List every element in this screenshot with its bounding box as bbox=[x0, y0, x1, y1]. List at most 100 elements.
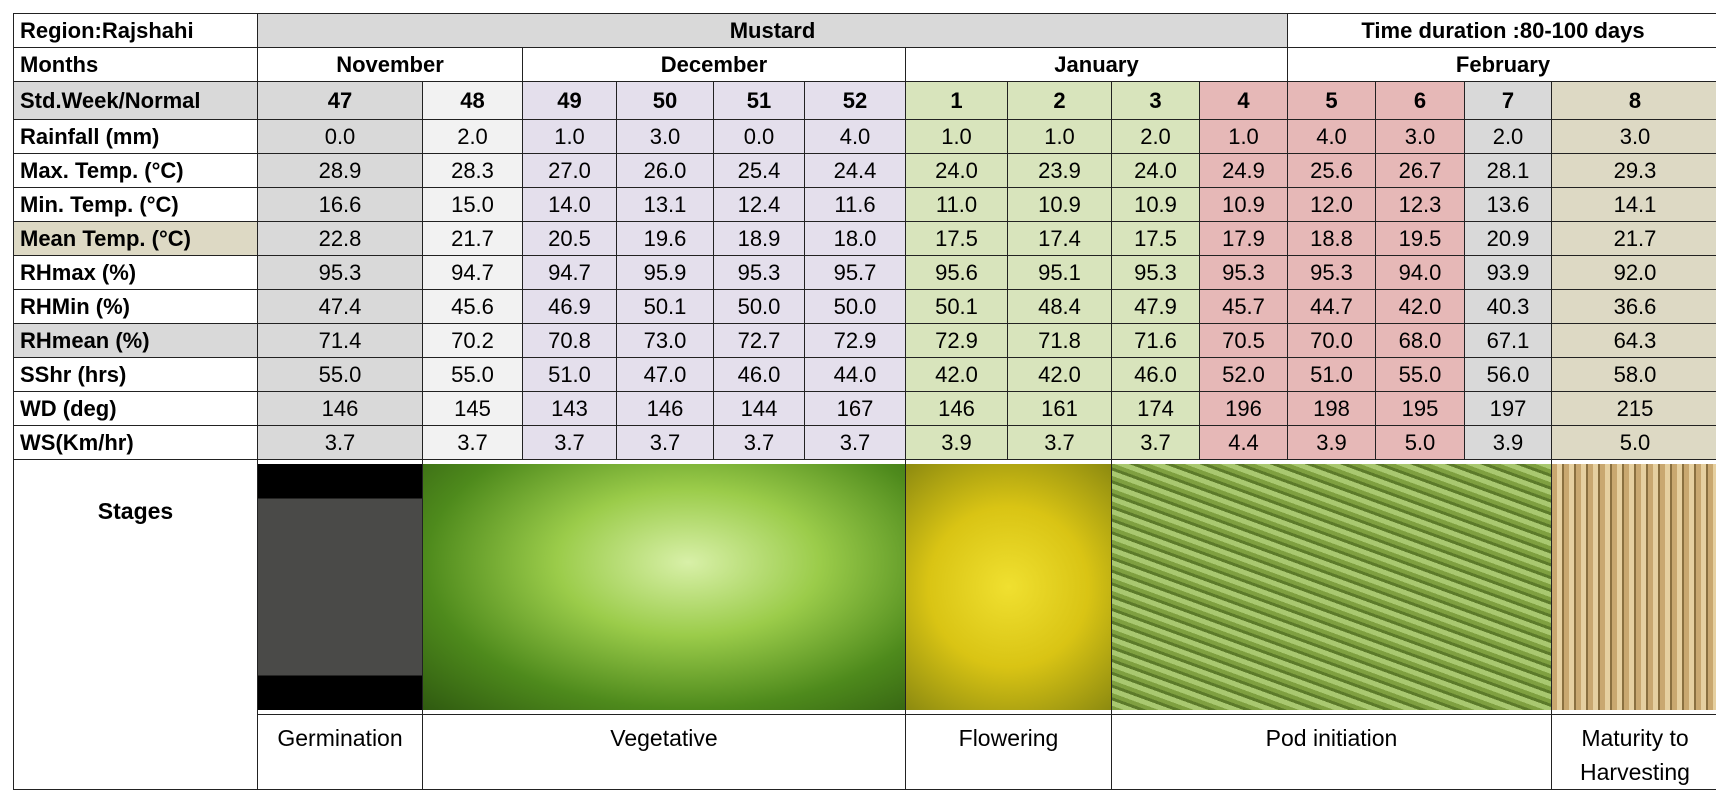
cell: 3.9 bbox=[1288, 426, 1376, 460]
cell: 26.0 bbox=[617, 154, 714, 188]
cell: 95.1 bbox=[1008, 256, 1112, 290]
week: 2 bbox=[1008, 82, 1112, 120]
cell: 46.0 bbox=[714, 358, 805, 392]
week: 1 bbox=[906, 82, 1008, 120]
cell: 92.0 bbox=[1552, 256, 1716, 290]
cell: 72.9 bbox=[805, 324, 906, 358]
cell: 167 bbox=[805, 392, 906, 426]
cell: 17.5 bbox=[906, 222, 1008, 256]
cell: 72.9 bbox=[906, 324, 1008, 358]
cell: 23.9 bbox=[1008, 154, 1112, 188]
cell: 197 bbox=[1465, 392, 1552, 426]
month: December bbox=[523, 48, 906, 82]
row-label: Min. Temp. (°C) bbox=[14, 188, 258, 222]
cell: 3.7 bbox=[423, 426, 523, 460]
cell: 18.8 bbox=[1288, 222, 1376, 256]
row-label: RHMin (%) bbox=[14, 290, 258, 324]
stage-image bbox=[1112, 464, 1551, 710]
cell: 47.9 bbox=[1112, 290, 1200, 324]
cell: 24.4 bbox=[805, 154, 906, 188]
cell: 27.0 bbox=[523, 154, 617, 188]
cell: 55.0 bbox=[1376, 358, 1465, 392]
cell: 3.7 bbox=[617, 426, 714, 460]
cell: 94.7 bbox=[423, 256, 523, 290]
cell: 2.0 bbox=[1465, 120, 1552, 154]
cell: 1.0 bbox=[1200, 120, 1288, 154]
cell: 51.0 bbox=[1288, 358, 1376, 392]
cell: 40.3 bbox=[1465, 290, 1552, 324]
cell: 1.0 bbox=[906, 120, 1008, 154]
cell: 0.0 bbox=[714, 120, 805, 154]
cell: 28.3 bbox=[423, 154, 523, 188]
cell: 20.5 bbox=[523, 222, 617, 256]
row-label: RHmean (%) bbox=[14, 324, 258, 358]
cell: 95.3 bbox=[714, 256, 805, 290]
cell: 42.0 bbox=[906, 358, 1008, 392]
cell: 46.0 bbox=[1112, 358, 1200, 392]
row-label: Rainfall (mm) bbox=[14, 120, 258, 154]
cell: 45.6 bbox=[423, 290, 523, 324]
cell: 94.7 bbox=[523, 256, 617, 290]
cell: 3.7 bbox=[258, 426, 423, 460]
cell: 13.6 bbox=[1465, 188, 1552, 222]
image-row: Stages bbox=[14, 460, 1716, 715]
row-label: WD (deg) bbox=[14, 392, 258, 426]
week: 51 bbox=[714, 82, 805, 120]
cell: 11.6 bbox=[805, 188, 906, 222]
cell: 21.7 bbox=[1552, 222, 1716, 256]
row-label: RHmax (%) bbox=[14, 256, 258, 290]
cell: 14.0 bbox=[523, 188, 617, 222]
cell: 3.7 bbox=[1112, 426, 1200, 460]
cell: 12.3 bbox=[1376, 188, 1465, 222]
cell: 20.9 bbox=[1465, 222, 1552, 256]
week: 5 bbox=[1288, 82, 1376, 120]
cell: 143 bbox=[523, 392, 617, 426]
cell: 48.4 bbox=[1008, 290, 1112, 324]
cell: 4.0 bbox=[805, 120, 906, 154]
cell: 24.9 bbox=[1200, 154, 1288, 188]
cell: 64.3 bbox=[1552, 324, 1716, 358]
cell: 42.0 bbox=[1376, 290, 1465, 324]
stage-image-cell bbox=[1552, 460, 1716, 715]
cell: 146 bbox=[258, 392, 423, 426]
week: 50 bbox=[617, 82, 714, 120]
cell: 25.6 bbox=[1288, 154, 1376, 188]
cell: 56.0 bbox=[1465, 358, 1552, 392]
row-label: Max. Temp. (°C) bbox=[14, 154, 258, 188]
cell: 5.0 bbox=[1376, 426, 1465, 460]
week: 48 bbox=[423, 82, 523, 120]
stages-label: Stages bbox=[14, 460, 258, 790]
cell: 70.8 bbox=[523, 324, 617, 358]
cell: 161 bbox=[1008, 392, 1112, 426]
cell: 36.6 bbox=[1552, 290, 1716, 324]
cell: 11.0 bbox=[906, 188, 1008, 222]
cell: 17.5 bbox=[1112, 222, 1200, 256]
cell: 95.7 bbox=[805, 256, 906, 290]
cell: 42.0 bbox=[1008, 358, 1112, 392]
cell: 3.9 bbox=[1465, 426, 1552, 460]
page: {"header":{"region":"Region:Rajshahi","c… bbox=[0, 0, 1716, 779]
cell: 73.0 bbox=[617, 324, 714, 358]
cell: 44.7 bbox=[1288, 290, 1376, 324]
row-label: WS(Km/hr) bbox=[14, 426, 258, 460]
cell: 196 bbox=[1200, 392, 1288, 426]
week: 49 bbox=[523, 82, 617, 120]
stage-image bbox=[1552, 464, 1716, 710]
cell: 13.1 bbox=[617, 188, 714, 222]
cell: 2.0 bbox=[1112, 120, 1200, 154]
cell: 3.7 bbox=[805, 426, 906, 460]
cell: 93.9 bbox=[1465, 256, 1552, 290]
cell: 44.0 bbox=[805, 358, 906, 392]
month: February bbox=[1288, 48, 1716, 82]
cell: 45.7 bbox=[1200, 290, 1288, 324]
cell: 3.7 bbox=[1008, 426, 1112, 460]
cell: 3.7 bbox=[714, 426, 805, 460]
cell: 3.9 bbox=[906, 426, 1008, 460]
stage-image bbox=[906, 464, 1111, 710]
cell: 144 bbox=[714, 392, 805, 426]
